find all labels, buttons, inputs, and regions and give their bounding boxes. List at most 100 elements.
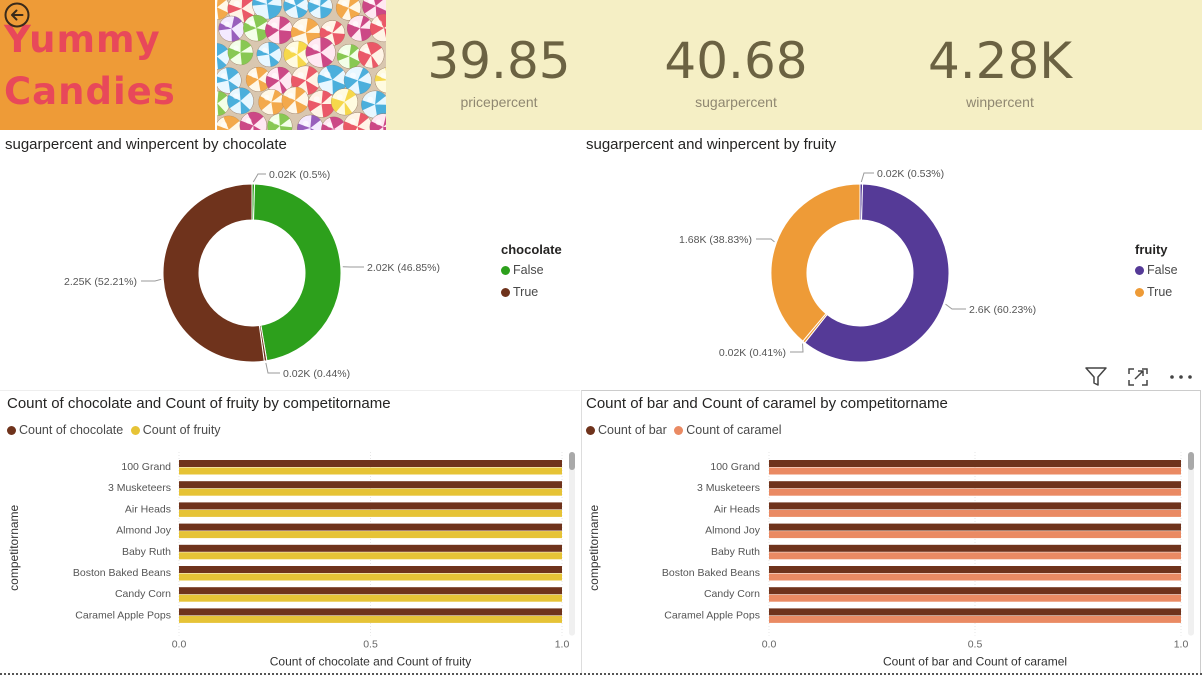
donut-chart-fruity[interactable]: 0.02K (0.53%) 2.6K (60.23%) 0.02K (0.41%) 1… [600, 156, 1080, 386]
bar-count-of-caramel[interactable] [769, 509, 1181, 517]
bar-count-of-bar[interactable] [769, 481, 1181, 489]
candy-image [217, 0, 386, 130]
candy-swirl [305, 37, 336, 68]
data-label: 0.02K (0.44%) [283, 368, 350, 380]
bar-count-of-bar[interactable] [769, 460, 1181, 467]
page-bottom-border [0, 673, 1202, 675]
legend-item-count-bar[interactable]: Count of bar [586, 423, 667, 437]
focus-mode-icon[interactable] [1126, 366, 1150, 388]
donut-slice-true-winpercent[interactable] [162, 183, 265, 363]
legend-dot [586, 426, 595, 435]
legend-chocolate-fruity: Count of chocolate Count of fruity [7, 423, 221, 437]
candy-swirl [369, 113, 386, 130]
bar-count-of-chocolate[interactable] [179, 544, 562, 552]
candy-swirl [227, 87, 254, 115]
back-arrow-circle-icon[interactable] [3, 1, 31, 29]
bar-count-of-caramel[interactable] [769, 594, 1181, 602]
scrollbar-thumb[interactable] [569, 452, 575, 470]
filter-icon[interactable] [1084, 366, 1108, 388]
candy-swirl [369, 13, 386, 43]
legend-label: False [1147, 263, 1178, 277]
bar-chart-bar-caramel[interactable]: 0.0 0.5 1.0 100 Grand 3 Musketeers Air Heads A… [581, 440, 1199, 673]
data-label: 2.6K (60.23%) [969, 304, 1036, 316]
bar-count-of-bar[interactable] [769, 544, 1181, 552]
legend-label: True [1147, 285, 1173, 299]
bar-count-of-chocolate[interactable] [179, 523, 562, 531]
bar-count-of-fruity[interactable] [179, 594, 562, 602]
legend-item-true[interactable]: True [501, 285, 562, 299]
data-label: 1.68K (38.83%) [679, 234, 752, 246]
legend-dot [1135, 266, 1144, 275]
bar-count-of-bar[interactable] [769, 502, 1181, 510]
bar-count-of-chocolate[interactable] [179, 587, 562, 595]
candy-swirl [346, 15, 374, 42]
kpi-value: 4.28K [927, 32, 1073, 90]
bar-count-of-bar[interactable] [769, 566, 1181, 573]
bar-count-of-fruity[interactable] [179, 509, 562, 517]
y-tick-label: Candy Corn [704, 588, 760, 600]
legend-title: chocolate [501, 242, 562, 257]
bar-count-of-fruity[interactable] [179, 552, 562, 560]
candy-swirl [227, 39, 254, 66]
bar-count-of-chocolate[interactable] [179, 460, 562, 467]
donut-slice-false-winpercent[interactable] [253, 183, 342, 362]
bar-count-of-chocolate[interactable] [179, 481, 562, 489]
bar-count-of-caramel[interactable] [769, 488, 1181, 496]
y-axis-title: competitorname [7, 504, 21, 590]
legend-item-false[interactable]: False [501, 263, 562, 277]
bar-count-of-caramel[interactable] [769, 573, 1181, 581]
y-tick-label: Caramel Apple Pops [664, 609, 760, 621]
y-tick-label: Almond Joy [116, 525, 172, 537]
bar-count-of-fruity[interactable] [179, 488, 562, 496]
kpi-value: 40.68 [664, 32, 808, 90]
bar-count-of-chocolate[interactable] [179, 502, 562, 510]
data-label: 2.02K (46.85%) [367, 262, 440, 274]
candy-swirl [252, 0, 283, 20]
y-tick-label: 100 Grand [710, 461, 760, 473]
bar-count-of-caramel[interactable] [769, 467, 1181, 475]
candy-swirl [217, 90, 230, 116]
candy-swirl [291, 65, 321, 96]
bar-count-of-chocolate[interactable] [179, 608, 562, 616]
bar-count-of-caramel[interactable] [769, 552, 1181, 560]
bar-count-of-bar[interactable] [769, 608, 1181, 616]
bar-count-of-fruity[interactable] [179, 573, 562, 581]
scrollbar-thumb[interactable] [1188, 452, 1194, 470]
legend-item-true[interactable]: True [1135, 285, 1178, 299]
chart-title-chocolate-donut: sugarpercent and winpercent by chocolate [5, 136, 287, 153]
bar-count-of-fruity[interactable] [179, 615, 562, 623]
bar-count-of-fruity[interactable] [179, 467, 562, 475]
bar-chart-chocolate-fruity[interactable]: 0.0 0.5 1.0 100 Grand 3 Musketeers Air Heads A… [0, 440, 580, 673]
candy-swirl [265, 16, 293, 45]
legend-item-count-caramel[interactable]: Count of caramel [674, 423, 781, 437]
bar-count-of-caramel[interactable] [769, 615, 1181, 623]
donut-slice-true-winpercent[interactable] [770, 183, 861, 342]
kpi-label: pricepercent [460, 94, 538, 110]
bar-count-of-bar[interactable] [769, 523, 1181, 531]
donut-chart-chocolate[interactable]: 0.02K (0.5%) 2.02K (46.85%) 0.02K (0.44%) 2… [0, 156, 470, 386]
y-tick-label: 100 Grand [121, 461, 171, 473]
donut-slice-false-winpercent[interactable] [804, 183, 950, 363]
bar-count-of-caramel[interactable] [769, 531, 1181, 539]
y-tick-label: Air Heads [125, 503, 171, 515]
more-options-icon[interactable] [1168, 366, 1194, 388]
bar-count-of-fruity[interactable] [179, 531, 562, 539]
data-label-leader [945, 303, 966, 310]
scrollbar-track[interactable] [569, 452, 575, 636]
y-tick-label: Caramel Apple Pops [75, 609, 171, 621]
bar-count-of-bar[interactable] [769, 587, 1181, 595]
data-label: 0.02K (0.5%) [269, 169, 330, 181]
legend-item-false[interactable]: False [1135, 263, 1178, 277]
y-tick-label: Air Heads [714, 503, 760, 515]
scrollbar-track[interactable] [1188, 452, 1194, 636]
candy-swirl [265, 66, 293, 95]
legend-item-count-chocolate[interactable]: Count of chocolate [7, 423, 123, 437]
chart-title-fruity-donut: sugarpercent and winpercent by fruity [586, 136, 837, 153]
bar-count-of-chocolate[interactable] [179, 566, 562, 573]
candy-swirl [343, 112, 373, 130]
legend-dot [1135, 288, 1144, 297]
legend-bar-caramel: Count of bar Count of caramel [586, 423, 781, 437]
legend-item-count-fruity[interactable]: Count of fruity [130, 423, 221, 437]
data-label: 2.25K (52.21%) [64, 276, 137, 288]
legend-label: True [513, 285, 539, 299]
